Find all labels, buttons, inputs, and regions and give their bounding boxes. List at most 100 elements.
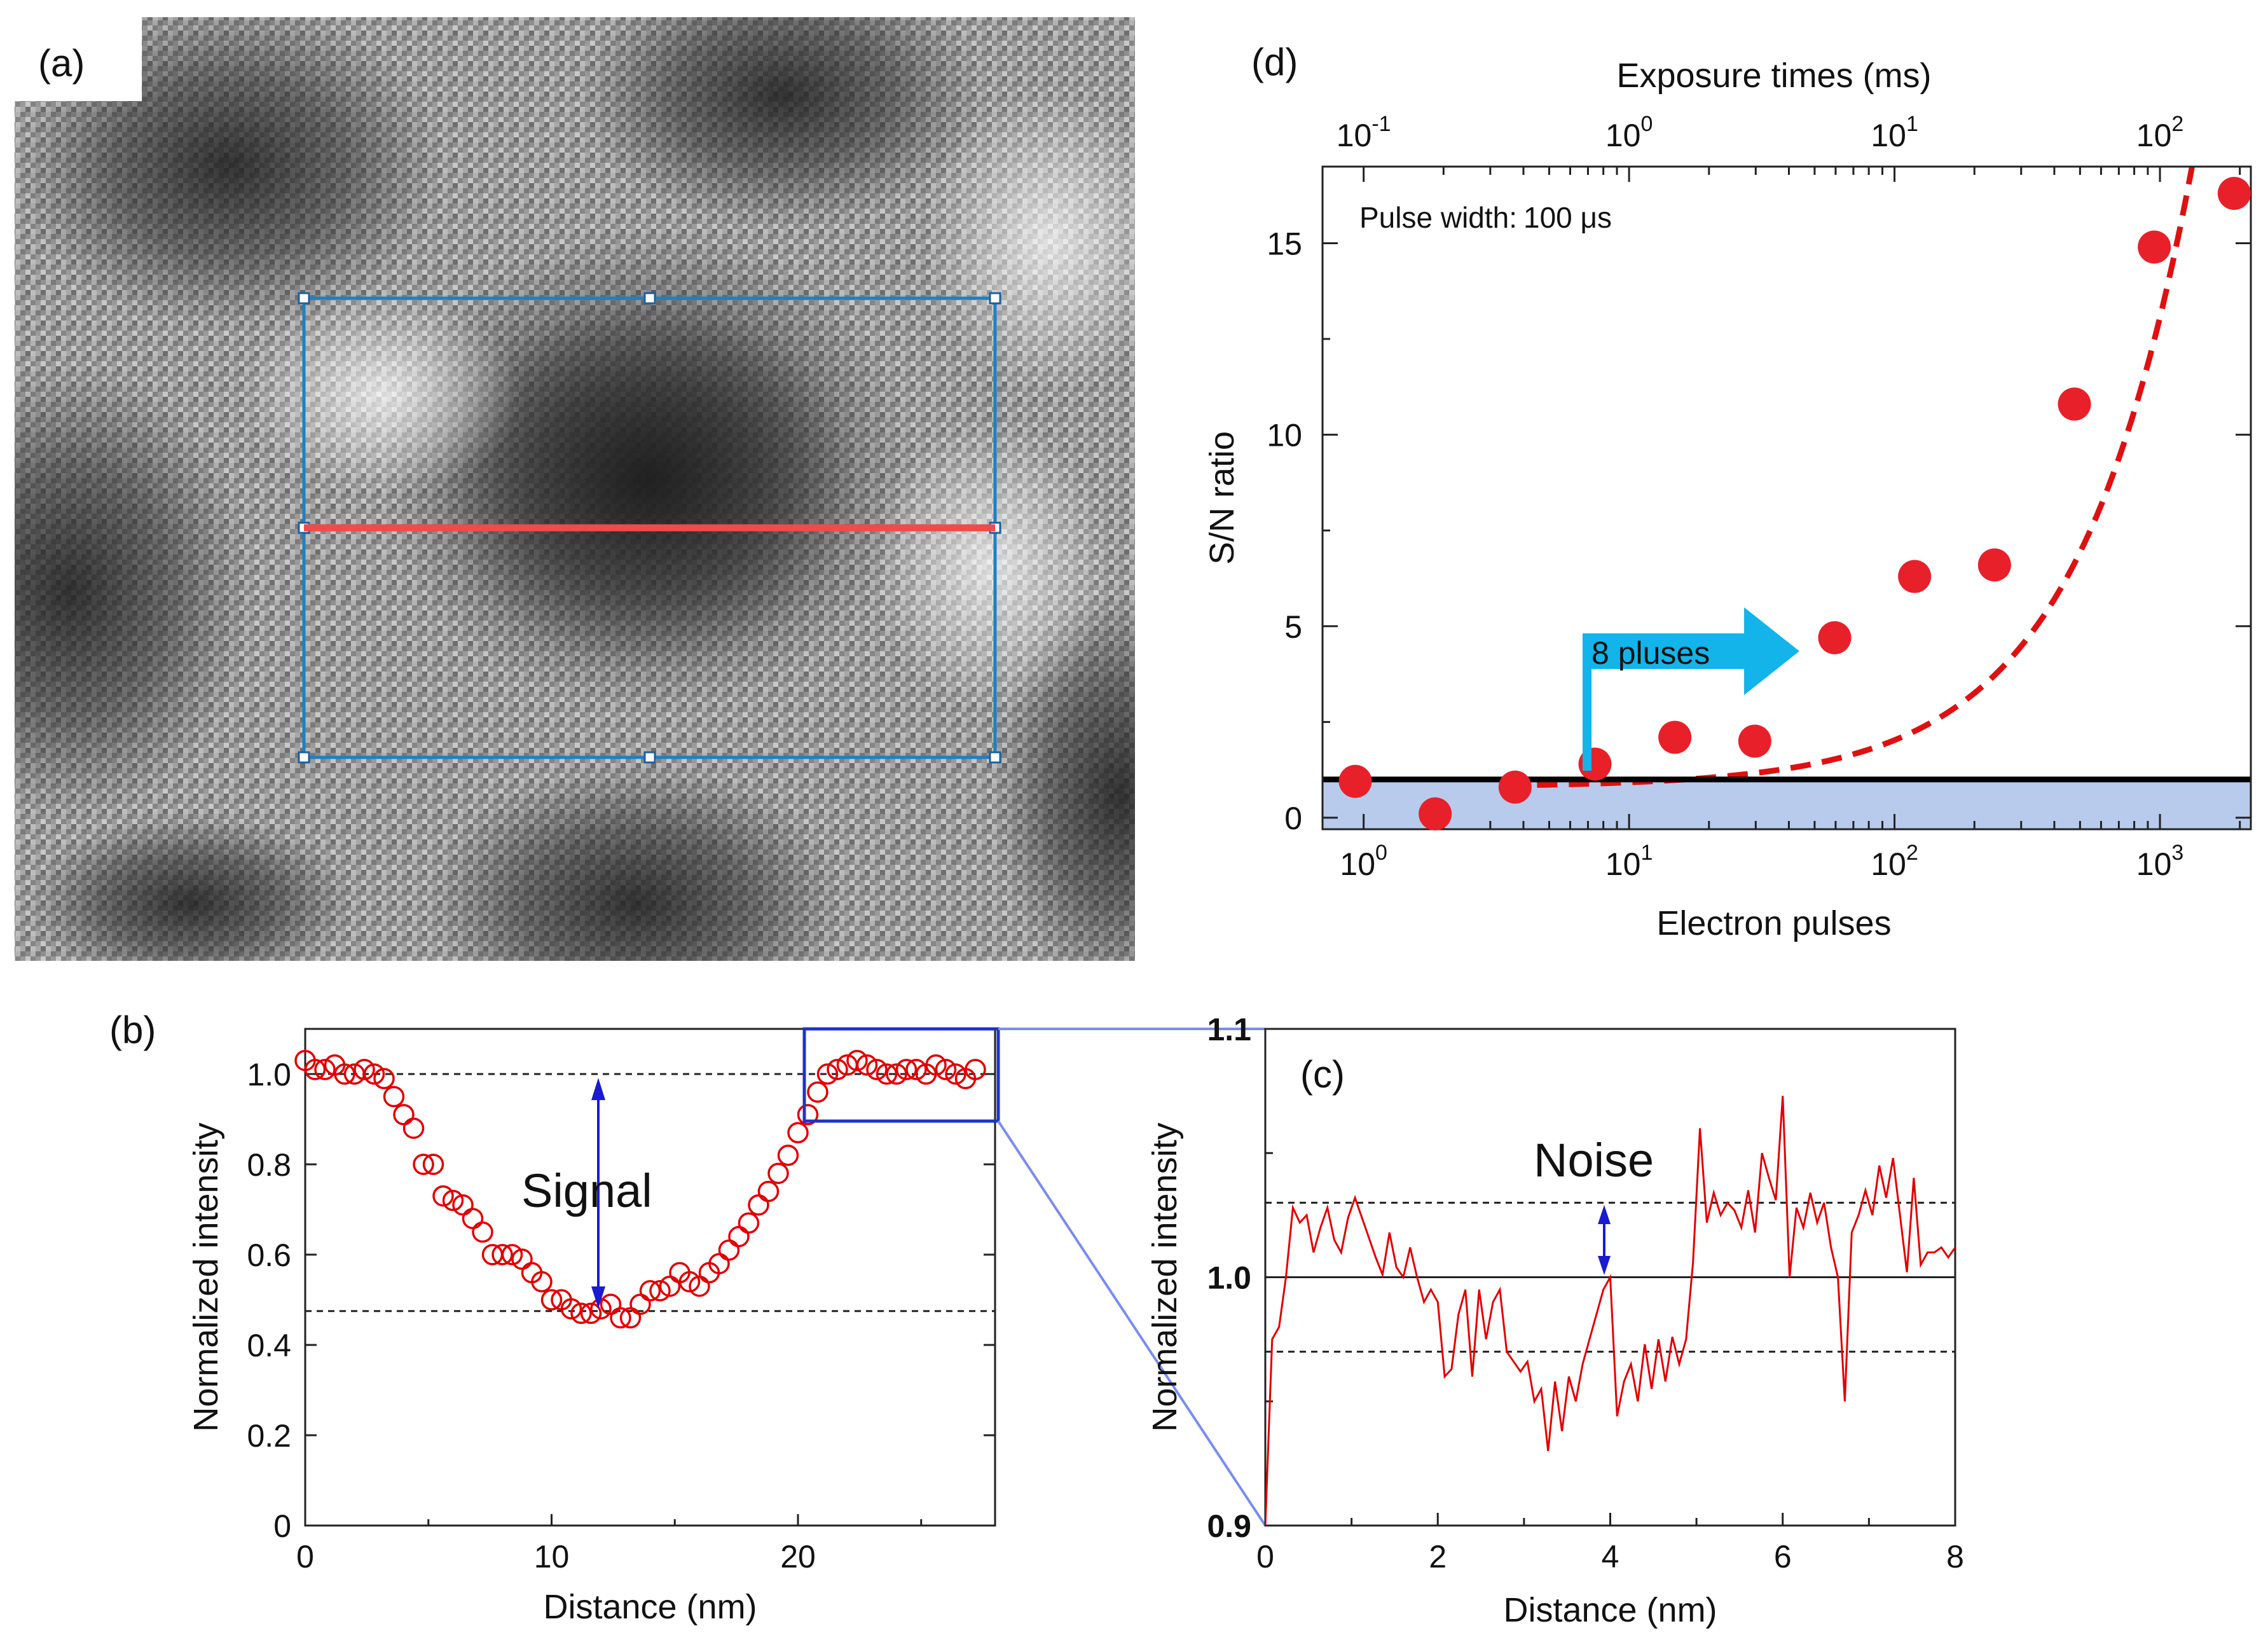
x-tick-label: 0 xyxy=(296,1539,314,1575)
data-point xyxy=(639,1280,661,1302)
x-tick-label: 101 xyxy=(1605,841,1653,882)
top-tick-exponent: 1 xyxy=(1906,112,1918,136)
top-tick-exponent: 2 xyxy=(2171,112,2183,136)
data-point xyxy=(1977,548,2011,582)
data-point xyxy=(807,1081,828,1103)
top-axis-label-d: Exposure times (ms) xyxy=(1616,57,1931,95)
data-point xyxy=(304,1059,326,1080)
x-axis-label-c: Distance (nm) xyxy=(1503,1591,1717,1629)
data-point xyxy=(1498,770,1532,804)
top-tick-label: 101 xyxy=(1871,112,1918,153)
top-tick-base: 10 xyxy=(1605,118,1641,153)
data-point xyxy=(965,1059,986,1080)
top-tick-label: 100 xyxy=(1605,112,1653,153)
data-point xyxy=(2217,177,2251,210)
x-tick-label: 8 xyxy=(1946,1539,1964,1575)
y-axis-label-d: S/N ratio xyxy=(1203,431,1241,565)
roi-handle[interactable] xyxy=(643,292,656,305)
panel-c-noise-chart: (c) 0 2 4 6 8 0.9 1.0 1.1 Distance (nm) Normali… xyxy=(1146,1012,1964,1629)
data-point xyxy=(2058,387,2091,421)
data-point xyxy=(1898,560,1932,593)
data-series-b xyxy=(294,1049,986,1329)
y-tick-label: 0.6 xyxy=(247,1237,291,1273)
data-point xyxy=(363,1063,385,1085)
data-point xyxy=(895,1059,918,1080)
data-point xyxy=(797,1104,819,1126)
roi-handle[interactable] xyxy=(989,751,1001,764)
plot-frame-b xyxy=(304,1028,996,1527)
data-point xyxy=(787,1122,809,1144)
x-tick-base: 10 xyxy=(1340,846,1375,882)
panel-label-d: (d) xyxy=(1251,41,1298,83)
y-tick-label: 5 xyxy=(1284,609,1302,645)
y-tick-label: 10 xyxy=(1267,418,1302,453)
data-point xyxy=(728,1225,750,1248)
y-tick-label: 0 xyxy=(1284,801,1302,836)
top-tick-exponent: -1 xyxy=(1371,112,1391,136)
data-point xyxy=(531,1271,553,1293)
x-tick-label: 4 xyxy=(1602,1539,1619,1575)
data-point xyxy=(501,1244,523,1265)
x-tick-label: 102 xyxy=(1871,841,1918,882)
data-point xyxy=(757,1180,780,1202)
signal-label: Signal xyxy=(521,1164,652,1217)
data-point xyxy=(334,1063,355,1085)
data-point xyxy=(472,1221,493,1243)
roi-handle[interactable] xyxy=(989,292,1001,305)
top-tick-exponent: 0 xyxy=(1640,112,1653,136)
below-threshold-band xyxy=(1323,779,2251,829)
signal-arrow xyxy=(591,1078,605,1309)
y-tick-label: 0.8 xyxy=(247,1147,291,1183)
x-axis-label-d: Electron pulses xyxy=(1656,904,1891,942)
noise-arrow xyxy=(1598,1205,1611,1275)
y-tick-label: 15 xyxy=(1267,226,1302,261)
x-tick-label: 2 xyxy=(1429,1539,1447,1575)
eight-pulses-arrow xyxy=(1583,607,1799,771)
x-tick-label: 6 xyxy=(1774,1539,1792,1575)
dark-particle-top xyxy=(579,17,986,229)
data-point xyxy=(945,1063,966,1085)
roi-handle[interactable] xyxy=(643,751,656,764)
roi-handle[interactable] xyxy=(298,292,310,305)
dark-particle-bottom xyxy=(426,763,846,961)
data-point xyxy=(413,1154,434,1175)
axis-ticks-c: 0 2 4 6 8 0.9 1.0 1.1 xyxy=(1207,1012,1963,1575)
data-point xyxy=(560,1298,582,1320)
data-point xyxy=(610,1307,631,1329)
top-tick-base: 10 xyxy=(2136,118,2172,153)
data-point xyxy=(570,1302,592,1325)
data-point xyxy=(748,1194,769,1216)
eight-pulses-label: 8 pluses xyxy=(1591,635,1710,671)
x-tick-label: 20 xyxy=(780,1539,816,1575)
data-point xyxy=(876,1063,898,1085)
pulse-width-annotation: Pulse width: 100 μs xyxy=(1359,201,1612,234)
data-point xyxy=(935,1059,957,1080)
data-point xyxy=(846,1049,868,1072)
reference-lines-b xyxy=(305,1073,995,1313)
y-axis-label-c: Normalized intensity xyxy=(1146,1122,1184,1431)
data-point xyxy=(718,1239,740,1261)
data-point xyxy=(354,1059,375,1080)
y-tick-label: 0.4 xyxy=(247,1328,291,1363)
y-axis-label-b: Normalized intensity xyxy=(187,1122,225,1431)
pulse-width-label: Pulse width: xyxy=(1359,201,1517,234)
noise-label: Noise xyxy=(1534,1134,1654,1187)
x-tick-label: 10 xyxy=(534,1539,570,1575)
roi-handle[interactable] xyxy=(298,751,310,764)
data-point xyxy=(1818,621,1852,654)
data-point xyxy=(1738,724,1771,758)
x-tick-label: 103 xyxy=(2136,841,2184,882)
data-point xyxy=(925,1054,947,1076)
data-point xyxy=(432,1185,454,1207)
top-tick-label: 10-1 xyxy=(1337,112,1391,153)
x-tick-base: 10 xyxy=(1605,846,1641,882)
data-point xyxy=(678,1271,701,1293)
y-tick-label: 1.0 xyxy=(247,1057,291,1092)
data-point xyxy=(649,1280,671,1302)
axis-ticks-b: 0 10 20 0 0.2 0.4 0.6 0.8 1.0 xyxy=(247,1057,995,1575)
data-point xyxy=(314,1059,336,1080)
